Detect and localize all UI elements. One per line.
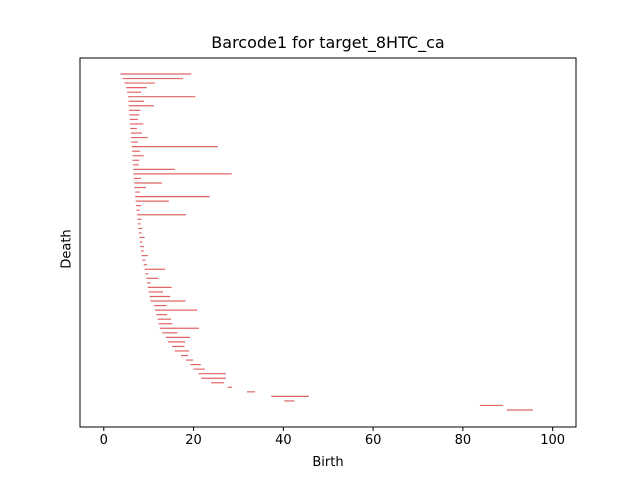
x-tick-label: 60 (365, 433, 382, 448)
bar-group (120, 73, 533, 411)
x-tick-label: 80 (455, 433, 472, 448)
chart-title: Barcode1 for target_8HTC_ca (211, 33, 445, 52)
plot-background (80, 58, 576, 427)
x-tick-label: 40 (275, 433, 292, 448)
x-axis-label: Birth (312, 455, 344, 470)
x-axis-ticks: 0 20 40 60 80 100 (100, 427, 565, 448)
x-tick-label: 20 (185, 433, 202, 448)
x-tick-label: 100 (540, 433, 565, 448)
axes-frame (79, 57, 577, 428)
x-tick-label: 0 (100, 433, 108, 448)
y-axis-label: Death (59, 229, 75, 269)
